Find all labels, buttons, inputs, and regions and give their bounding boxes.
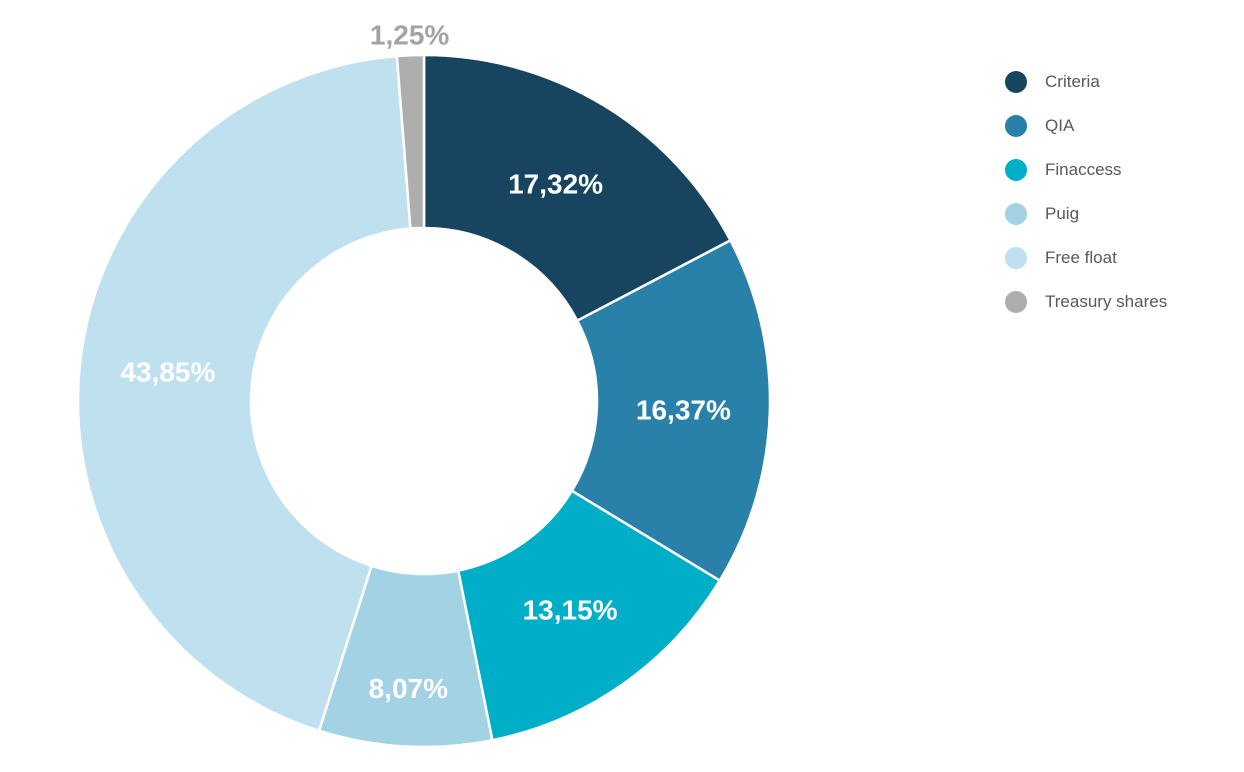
legend-item-qia: QIA (1005, 115, 1167, 137)
slice-value-label-criteria: 17,32% (508, 168, 603, 199)
pie-slice-qia (570, 239, 772, 582)
pie-slice-finaccess (456, 489, 721, 742)
legend-item-criteria: Criteria (1005, 71, 1167, 93)
pie-slice-free-float (76, 54, 412, 732)
donut-slices (76, 53, 772, 749)
legend-label-puig: Puig (1045, 204, 1080, 223)
legend-item-puig: Puig (1005, 203, 1167, 225)
legend-dot-criteria (1005, 71, 1027, 93)
legend-item-treasury-shares: Treasury shares (1005, 291, 1167, 313)
legend-label-finaccess: Finaccess (1045, 160, 1122, 179)
legend-dot-qia (1005, 115, 1027, 137)
legend-label-criteria: Criteria (1045, 72, 1100, 91)
slice-value-label-free-float: 43,85% (120, 357, 215, 388)
slice-value-label-qia: 16,37% (636, 394, 731, 425)
legend-dot-puig (1005, 203, 1027, 225)
pie-slice-treasury-shares (395, 53, 426, 230)
slice-value-label-puig: 8,07% (369, 673, 448, 704)
slice-value-label-finaccess: 13,15% (523, 594, 618, 625)
legend-item-free-float: Free float (1005, 247, 1167, 269)
slice-value-label-treasury-shares: 1,25% (370, 20, 449, 51)
legend-dot-finaccess (1005, 159, 1027, 181)
legend-item-finaccess: Finaccess (1005, 159, 1167, 181)
legend-label-qia: QIA (1045, 116, 1075, 135)
legend-label-treasury-shares: Treasury shares (1045, 292, 1168, 311)
legend: Criteria QIA Finaccess Puig Free float T… (1005, 71, 1167, 313)
legend-dot-free-float (1005, 247, 1027, 269)
pie-slice-criteria (422, 53, 732, 322)
legend-dot-treasury-shares (1005, 291, 1027, 313)
legend-label-free-float: Free float (1045, 248, 1117, 267)
slice-labels: 17,32% 16,37% 13,15% 8,07% 43,85% 1,25% (120, 20, 731, 704)
